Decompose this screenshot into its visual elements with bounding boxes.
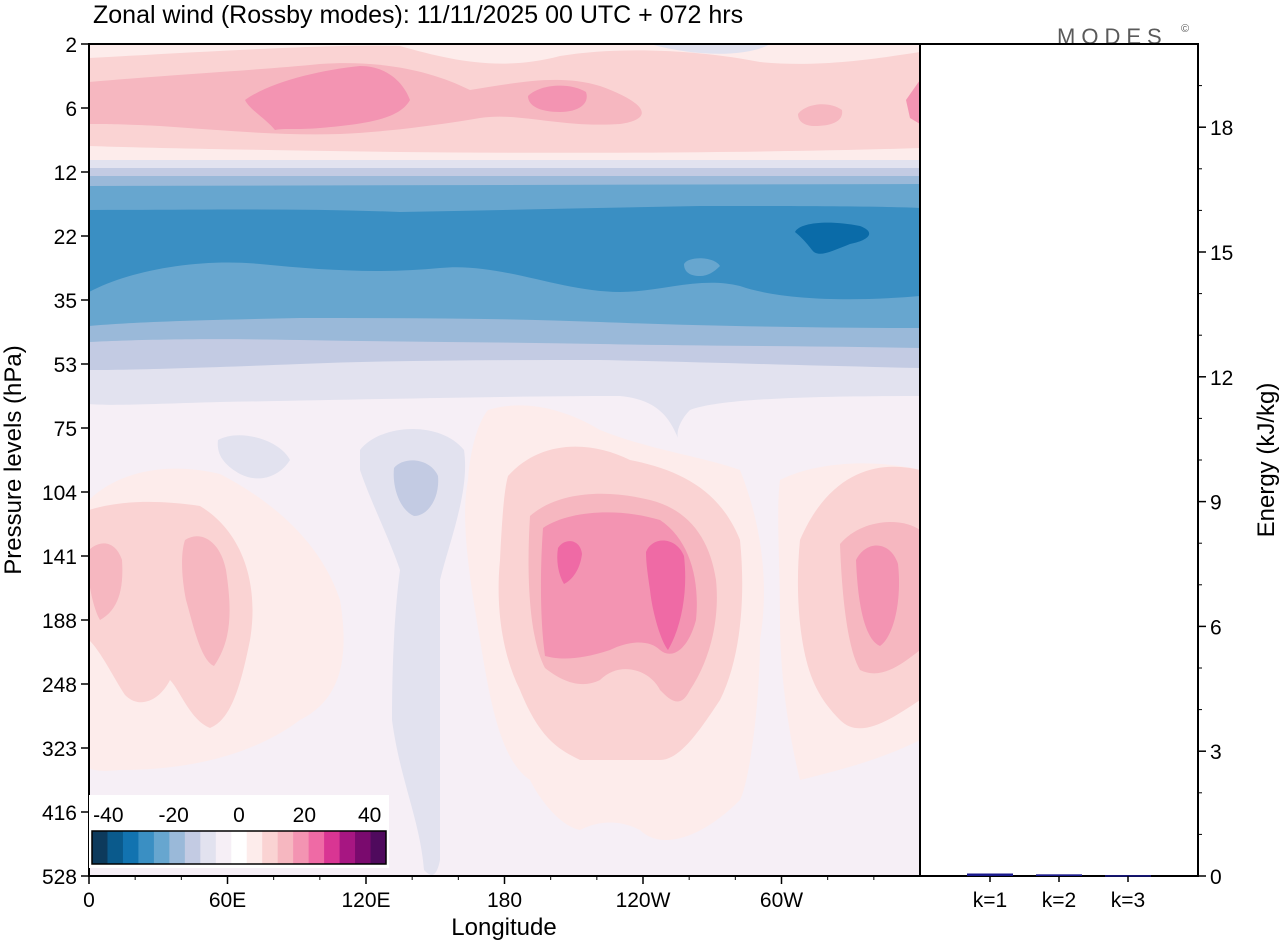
colorbar-swatch — [370, 831, 387, 864]
colorbar-tick-label: 40 — [358, 804, 381, 827]
heatmap-field — [89, 44, 920, 876]
y-tick-label: 104 — [42, 482, 77, 505]
x-tick-label: 180 — [487, 889, 522, 912]
colorbar-swatch — [277, 831, 294, 864]
x-axis-longitude: 0 60E 120E 180 120W 60W — [83, 876, 875, 912]
colorbar-swatch — [138, 831, 155, 864]
colorbar-tick-label: 20 — [293, 804, 316, 827]
colorbar-swatch — [293, 831, 310, 864]
energy-panel-frame — [919, 43, 1199, 877]
modes-logo-mark: © — [1181, 23, 1189, 35]
colorbar-swatch — [324, 831, 341, 864]
colorbar-swatch — [355, 831, 372, 864]
y-tick-label: 188 — [42, 610, 77, 633]
energy-bar — [1036, 874, 1082, 876]
energy-tick-label: 15 — [1210, 242, 1233, 265]
energy-tick-label: 12 — [1210, 367, 1233, 390]
colorbar-swatch — [92, 831, 108, 864]
energy-category-label: k=3 — [1111, 889, 1145, 912]
colorbar-swatch — [308, 831, 325, 864]
colorbar-swatch — [339, 831, 356, 864]
y-tick-label: 6 — [65, 98, 77, 121]
colorbar-swatch — [200, 831, 217, 864]
y-tick-label: 2 — [65, 34, 77, 57]
y-tick-label: 141 — [42, 546, 77, 569]
x-tick-label: 60W — [760, 889, 803, 912]
colorbar-tick-label: -20 — [158, 804, 188, 827]
y-tick-label: 22 — [54, 226, 77, 249]
x-tick-label: 0 — [83, 889, 95, 912]
energy-bar — [1105, 875, 1151, 877]
y-axis-energy: 0 3 6 9 12 15 18 — [1198, 85, 1233, 889]
x-tick-label: 60E — [209, 889, 246, 912]
y-tick-label: 528 — [42, 866, 77, 889]
energy-tick-label: 6 — [1210, 616, 1222, 639]
x-axis-label: Longitude — [451, 914, 556, 941]
y-tick-label: 248 — [42, 674, 77, 697]
colorbar-swatch — [262, 831, 279, 864]
x-tick-label: 120E — [341, 889, 390, 912]
y-tick-label: 75 — [54, 418, 77, 441]
colorbar-swatch — [231, 831, 248, 864]
energy-category-label: k=1 — [973, 889, 1007, 912]
energy-tick-label: 9 — [1210, 492, 1222, 515]
energy-tick-label: 0 — [1210, 866, 1222, 889]
energy-axis-label: Energy (kJ/kg) — [1253, 383, 1280, 538]
y-tick-label: 35 — [54, 290, 77, 313]
energy-bar — [967, 873, 1013, 876]
energy-category-label: k=2 — [1042, 889, 1076, 912]
chart-title: Zonal wind (Rossby modes): 11/11/2025 00… — [93, 1, 743, 29]
colorbar-swatch — [153, 831, 170, 864]
y-tick-label: 323 — [42, 738, 77, 761]
colorbar-swatch — [107, 831, 124, 864]
y-axis-label: Pressure levels (hPa) — [0, 345, 27, 574]
y-axis-pressure: 2 6 12 22 35 53 75 104 141 188 248 323 416 528 — [42, 34, 89, 889]
colorbar-swatch — [122, 831, 139, 864]
colorbar-swatch — [184, 831, 201, 864]
energy-bars: k=1 k=2 k=3 — [967, 873, 1151, 912]
colorbar-tick-label: 0 — [233, 804, 245, 827]
x-tick-label: 120W — [616, 889, 671, 912]
y-tick-label: 53 — [54, 354, 77, 377]
colorbar-swatch — [215, 831, 232, 864]
y-tick-label: 416 — [42, 802, 77, 825]
colorbar-swatch — [169, 831, 186, 864]
energy-tick-label: 3 — [1210, 741, 1222, 764]
y-tick-label: 12 — [54, 162, 77, 185]
colorbar: -40 -20 0 20 40 — [89, 795, 389, 868]
colorbar-tick-label: -40 — [93, 804, 123, 827]
colorbar-frame — [91, 830, 387, 865]
energy-tick-label: 18 — [1210, 117, 1233, 140]
colorbar-swatch — [246, 831, 263, 864]
